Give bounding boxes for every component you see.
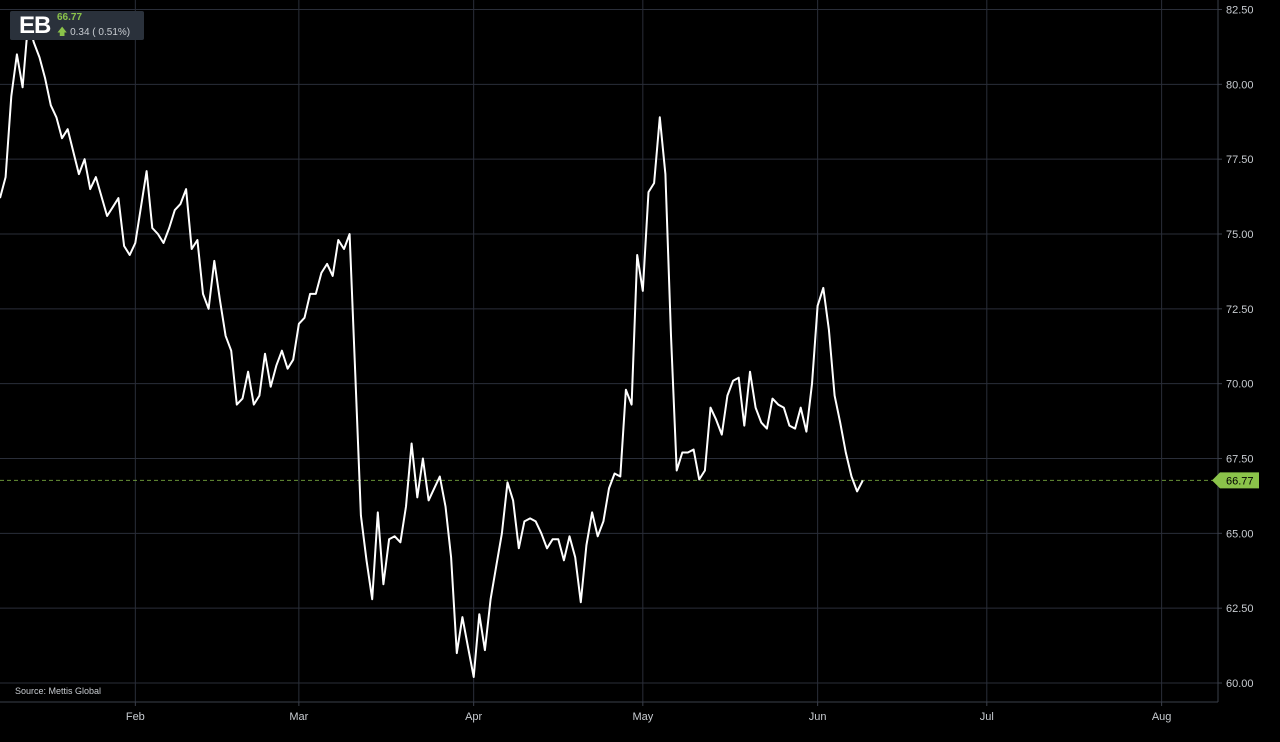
y-tick-label: 65.00 [1226,528,1254,540]
y-tick-label: 75.00 [1226,229,1254,241]
x-tick-label: Feb [126,711,145,723]
last-value-tag-label: 66.77 [1226,475,1254,487]
x-axis-tick-labels: Feb Mar Apr May Jun Jul Aug [126,711,1172,723]
x-tick-label: Jun [809,711,827,723]
last-value-tag-shape [1212,472,1259,489]
y-tick-label: 80.00 [1226,79,1254,91]
x-tick-label: Mar [289,711,308,723]
last-value-tag: 66.77 [1212,472,1259,489]
y-axis-tick-labels: 82.50 80.00 77.50 75.00 72.50 70.00 67.50 65.00… [1226,5,1254,691]
y-tick-label: 72.50 [1226,304,1254,316]
x-tick-label: Jul [980,711,994,723]
arrow-up-icon: 🡅 [57,27,68,38]
ticker-symbol: EB [19,12,51,39]
source-note: Source: Mettis Global [15,686,102,696]
ticker-change-row: 🡅 0.34 ( 0.51%) [57,25,130,42]
y-tick-label: 62.50 [1226,603,1254,615]
x-tick-label: Apr [465,711,482,723]
ticker-box: EB 66.77 🡅 0.34 ( 0.51%) [10,11,144,40]
y-tick-label: 67.50 [1226,454,1254,466]
y-tick-label: 60.00 [1226,678,1254,690]
x-tick-label: May [632,711,653,723]
ticker-change: 0.34 ( 0.51%) [70,27,131,38]
price-series-line [0,20,864,678]
y-tick-label: 82.50 [1226,5,1254,17]
x-tick-label: Aug [1152,711,1172,723]
x-gridlines [134,0,1163,706]
y-tick-label: 70.00 [1226,379,1254,391]
y-tick-label: 77.50 [1226,154,1254,166]
ticker-price: 66.77 [57,12,83,23]
y-gridlines [0,9,1222,684]
